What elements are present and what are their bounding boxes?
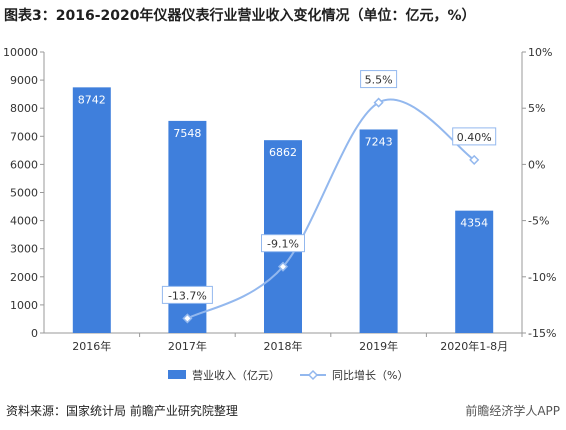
bar	[455, 210, 494, 333]
brand-watermark: 前瞻经济学人APP	[465, 404, 560, 418]
x-tick-label: 2018年	[264, 339, 303, 353]
y-left-tick-label: 7000	[10, 130, 38, 143]
y-left-tick-label: 4000	[10, 215, 38, 228]
y-left-tick-label: 5000	[10, 187, 38, 200]
growth-line	[186, 98, 475, 320]
growth-point	[182, 313, 193, 324]
y-left-tick-label: 6000	[10, 158, 38, 171]
x-tick-label: 2020年1-8月	[440, 339, 508, 353]
growth-label-box	[261, 234, 305, 253]
bar	[359, 129, 398, 333]
growth-point	[469, 154, 480, 165]
bar-value-label: 7243	[365, 135, 393, 148]
source-note: 资料来源：国家统计局 前瞻产业研究院整理	[6, 404, 238, 418]
bar-value-label: 6862	[269, 146, 297, 159]
growth-label-box	[161, 285, 213, 304]
y-right-tick-label: -5%	[528, 215, 549, 228]
y-left-tick-label: 10000	[3, 46, 38, 59]
growth-label-box	[452, 127, 497, 146]
y-left-tick-label: 2000	[10, 271, 38, 284]
growth-point	[277, 261, 289, 272]
y-left-tick-label: 1000	[10, 299, 38, 312]
y-left-tick-label: 3000	[10, 243, 38, 256]
growth-value-label: 0.40%	[457, 131, 492, 144]
legend-label-line: 同比增长（%）	[332, 368, 408, 382]
legend-marker-line	[307, 369, 319, 381]
growth-value-label: -13.7%	[168, 289, 207, 302]
bar-value-label: 8742	[78, 93, 106, 106]
y-right-tick-label: 10%	[528, 46, 552, 59]
chart-svg: 0 1000 2000 3000 4000 5000 6000 7000 8000 9000 100…	[3, 46, 556, 382]
y-left-tick-label: 8000	[10, 102, 38, 115]
bar-value-label: 4354	[460, 217, 488, 230]
legend-label-bar: 营业收入（亿元）	[192, 368, 280, 382]
growth-value-label: -9.1%	[267, 238, 299, 251]
y-right-tick-label: -10%	[528, 271, 556, 284]
y-right-tick-label: -15%	[528, 327, 556, 340]
growth-label-box	[360, 70, 398, 89]
bar-value-label: 7548	[173, 127, 201, 140]
legend-swatch-bar	[168, 370, 186, 379]
y-left-tick-label: 0	[31, 327, 38, 340]
x-tick-label: 2019年	[359, 339, 398, 353]
bar	[72, 87, 111, 334]
y-right-tick-label: 5%	[528, 102, 545, 115]
x-tick-label: 2016年	[72, 339, 111, 353]
x-tick-label: 2017年	[168, 339, 207, 353]
y-left-tick-label: 9000	[10, 74, 38, 87]
growth-value-label: 5.5%	[365, 74, 393, 87]
y-right-tick-label: 0%	[528, 158, 545, 171]
growth-point	[373, 97, 384, 108]
chart-title: 图表3：2016-2020年仪器仪表行业营业收入变化情况（单位：亿元，%）	[4, 8, 476, 24]
